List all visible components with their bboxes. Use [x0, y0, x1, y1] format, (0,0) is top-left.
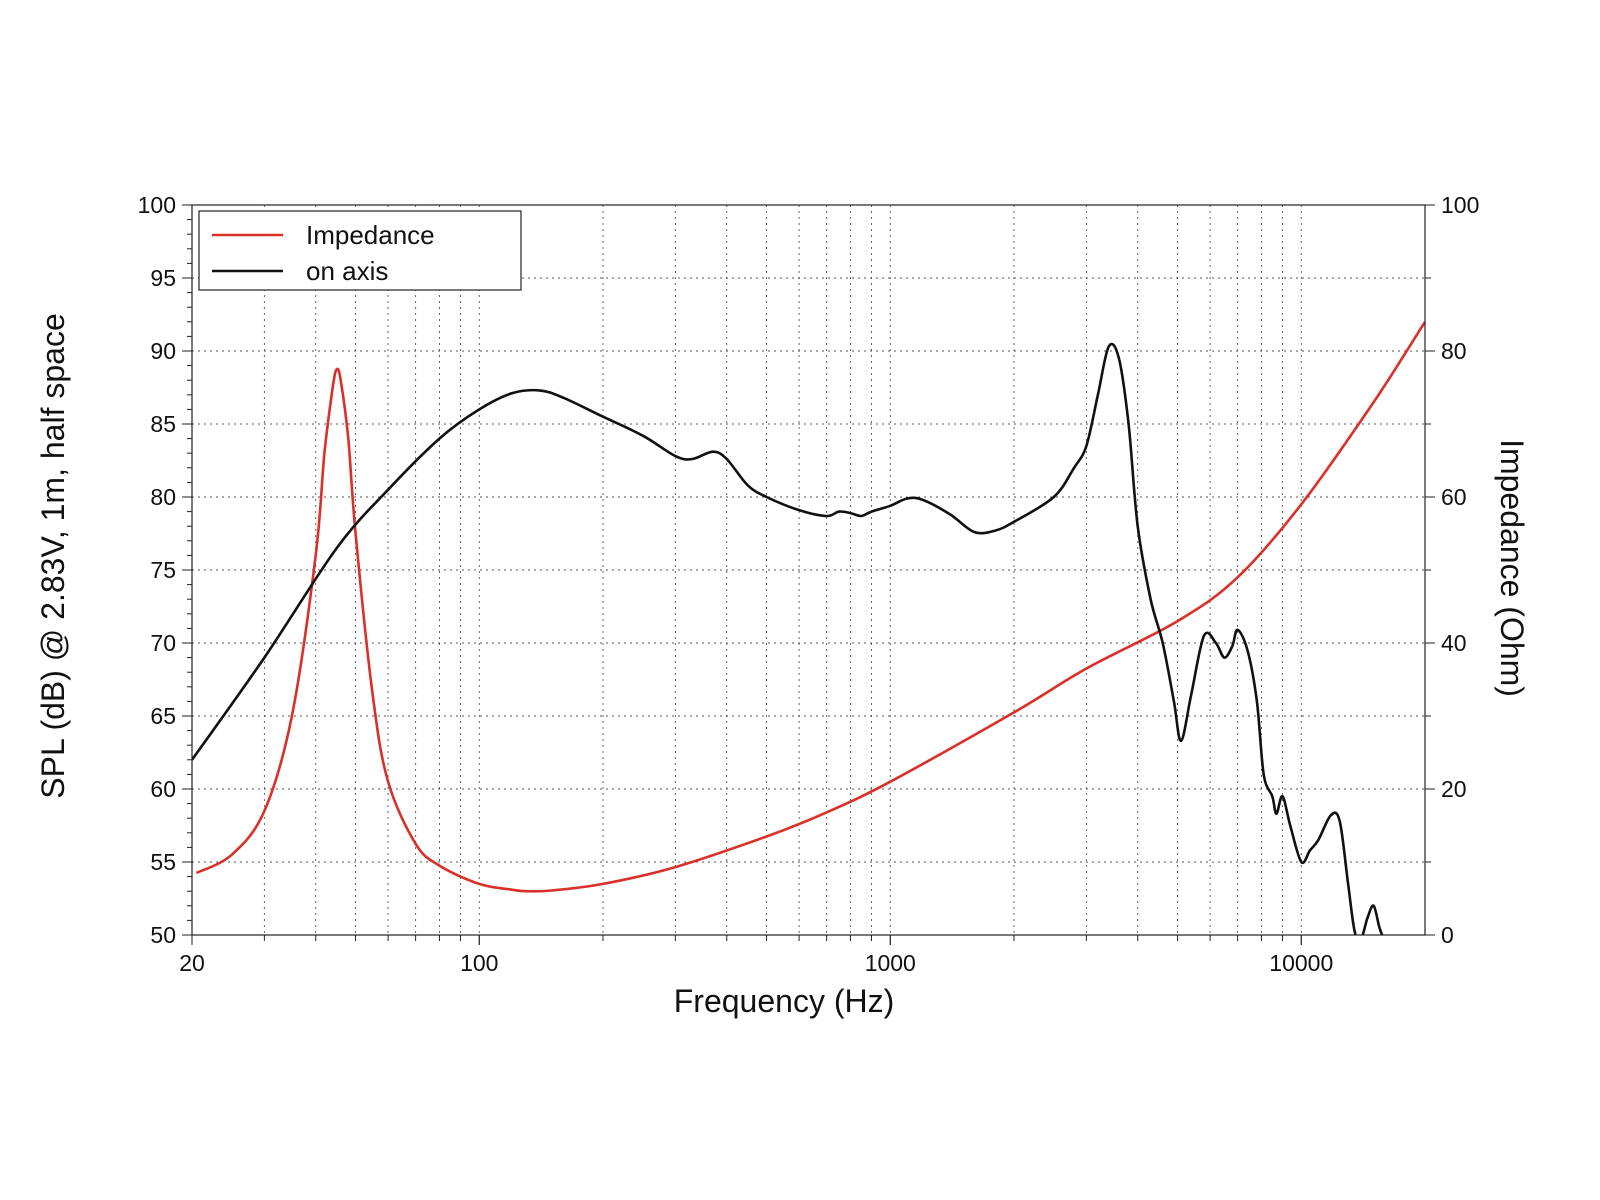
y2-tick-label: 0 — [1441, 922, 1454, 948]
legend-label-impedance: Impedance — [306, 220, 435, 250]
series-lines — [192, 321, 1425, 935]
y2-tick-labels: 0 20 40 60 80 100 — [1441, 192, 1479, 948]
y-axis-title: SPL (dB) @ 2.83V, 1m, half space — [35, 313, 71, 798]
y-tick-label: 75 — [150, 557, 176, 583]
y2-axis-title: Impedance (Ohm) — [1494, 439, 1530, 697]
x-tick-label: 1000 — [865, 950, 916, 976]
y2-tick-label: 20 — [1441, 776, 1467, 802]
y-tick-label: 50 — [150, 922, 176, 948]
y-tick-label: 60 — [150, 776, 176, 802]
y2-tick-label: 80 — [1441, 338, 1467, 364]
series-line-on-axis — [192, 342, 1384, 935]
y2-tick-label: 100 — [1441, 192, 1479, 218]
x-tick-label: 100 — [460, 950, 498, 976]
legend-box — [198, 210, 522, 291]
x-tick-label: 20 — [179, 950, 205, 976]
legend-label-on-axis: on axis — [306, 256, 388, 286]
y-tick-label: 80 — [150, 484, 176, 510]
y-tick-label: 100 — [138, 192, 176, 218]
x-tick-labels: 20 100 1000 10000 — [179, 950, 1333, 976]
y-tick-label: 85 — [150, 411, 176, 437]
y2-tick-label: 60 — [1441, 484, 1467, 510]
plot-frame — [191, 204, 1426, 936]
grid — [192, 205, 1425, 935]
axis-ticks — [182, 204, 1435, 945]
series-line-impedance — [195, 321, 1425, 893]
y-tick-label: 70 — [150, 630, 176, 656]
x-axis-title: Frequency (Hz) — [674, 983, 895, 1019]
x-tick-label: 10000 — [1269, 950, 1333, 976]
y-tick-label: 90 — [150, 338, 176, 364]
y-tick-labels: 50 55 60 65 70 75 80 85 90 95 100 — [138, 192, 176, 948]
y2-tick-label: 40 — [1441, 630, 1467, 656]
y-tick-label: 55 — [150, 849, 176, 875]
legend: Impedance on axis — [198, 210, 522, 291]
y-tick-label: 95 — [150, 265, 176, 291]
y-tick-label: 65 — [150, 703, 176, 729]
